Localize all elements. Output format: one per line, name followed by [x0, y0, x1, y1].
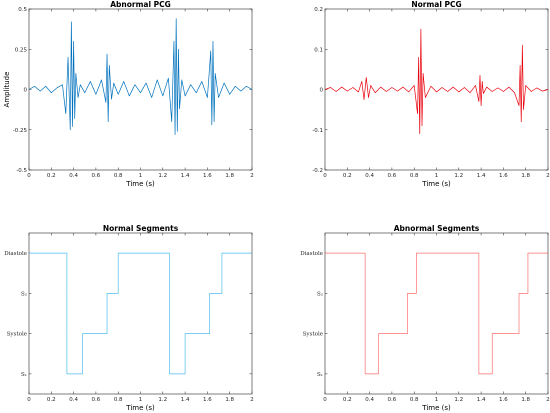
series-line-1: [29, 252, 252, 375]
x-axis-label: Time (s): [125, 404, 155, 412]
x-tick-label: 1.6: [203, 397, 212, 403]
chart-panel-3: Normal Segments 0 0.2 0.4 0.6 0.8 1 1.2 1.4 1.6 1.…: [4, 224, 254, 412]
y-tick-label: 0.2: [314, 7, 323, 13]
plot-area-frame: [28, 232, 253, 395]
x-tick-label: 0.4: [365, 397, 374, 403]
x-tick-label: 0.8: [410, 397, 419, 403]
series-line-1: [324, 28, 549, 135]
x-tick-label: 1.2: [454, 397, 463, 403]
x-tick-label: 0.2: [343, 397, 352, 403]
y-tick-label: S₂: [317, 291, 323, 297]
chart-panel-2: Normal PCG 0 0.2 0.4 0.6 0.8 1 1.2 1.4 1.6 1.8 2 Tim…: [312, 0, 549, 188]
x-tick-label: 0.4: [69, 173, 78, 179]
x-tick-label: 0.6: [388, 397, 397, 403]
x-axis-label: Time (s): [421, 404, 451, 412]
x-tick-label: 0: [27, 397, 31, 403]
series-line-1: [28, 18, 253, 135]
x-tick-label: 1.6: [499, 173, 508, 179]
y-tick-label: S₁: [317, 372, 323, 378]
y-tick-label: -0.5: [16, 168, 27, 174]
chart-panel-4: Abnormal Segments 0 0.2 0.4 0.6 0.8 1 1.2 1.4 1.6…: [300, 224, 550, 412]
x-tick-label: 1.2: [158, 397, 167, 403]
x-tick-label: 1.8: [521, 397, 530, 403]
x-tick-label: 1.4: [181, 397, 190, 403]
x-tick-label: 2: [546, 173, 550, 179]
y-tick-label: 0: [320, 88, 324, 94]
y-tick-label: 0.25: [15, 47, 28, 53]
y-tick-label: Diastole: [300, 251, 323, 257]
x-tick-label: 1.4: [477, 173, 486, 179]
x-tick-label: 0.4: [365, 173, 374, 179]
y-tick-label: S₂: [21, 291, 27, 297]
x-tick-label: 2: [250, 173, 254, 179]
x-tick-label: 1.6: [203, 173, 212, 179]
y-tick-label: 0.5: [18, 7, 27, 13]
x-tick-label: 0: [323, 397, 327, 403]
chart-title: Abnormal PCG: [110, 0, 171, 9]
y-tick-label: 0.1: [314, 47, 323, 53]
x-tick-label: 0: [323, 173, 327, 179]
x-tick-label: 0.6: [92, 397, 101, 403]
plot-area-frame: [324, 232, 549, 395]
chart-panel-1: Abnormal PCG 0 0.2 0.4 0.6 0.8 1 1.2 1.4 1.6 1.8 2 T…: [3, 0, 254, 188]
x-tick-label: 1: [435, 173, 439, 179]
series-line-1: [325, 252, 548, 375]
x-tick-label: 0.4: [69, 397, 78, 403]
x-tick-label: 1: [435, 397, 439, 403]
chart-title: Abnormal Segments: [394, 224, 480, 233]
x-tick-label: 0: [27, 173, 31, 179]
chart-title: Normal Segments: [103, 224, 179, 233]
x-tick-label: 0.8: [114, 173, 123, 179]
y-tick-label: S₁: [21, 372, 27, 378]
x-tick-label: 1.6: [499, 397, 508, 403]
plot-area-frame: [324, 8, 549, 171]
x-tick-label: 2: [546, 397, 550, 403]
x-tick-label: 0.6: [92, 173, 101, 179]
x-tick-label: 1.8: [225, 397, 234, 403]
plot-area-frame: [28, 8, 253, 171]
x-tick-label: 1.4: [181, 173, 190, 179]
y-tick-label: -0.1: [312, 128, 323, 134]
chart-title: Normal PCG: [411, 0, 461, 9]
y-tick-label: Systole: [303, 332, 323, 338]
x-tick-label: 2: [250, 397, 254, 403]
x-tick-label: 1.2: [158, 173, 167, 179]
x-tick-label: 1.2: [454, 173, 463, 179]
y-axis-label: Amplitude: [3, 72, 11, 108]
x-tick-label: 1.8: [225, 173, 234, 179]
x-axis-label: Time (s): [125, 180, 155, 188]
y-tick-label: -0.25: [13, 128, 28, 134]
x-tick-label: 1.8: [521, 173, 530, 179]
y-tick-label: 0: [24, 88, 28, 94]
x-tick-label: 1: [139, 173, 143, 179]
y-tick-label: Diastole: [4, 251, 27, 257]
x-tick-label: 0.2: [343, 173, 352, 179]
x-tick-label: 1: [139, 397, 143, 403]
x-tick-label: 0.2: [47, 397, 56, 403]
x-tick-label: 1.4: [477, 397, 486, 403]
x-axis-label: Time (s): [421, 180, 451, 188]
x-tick-label: 0.8: [114, 397, 123, 403]
x-tick-label: 0.8: [410, 173, 419, 179]
y-tick-label: -0.2: [312, 168, 323, 174]
x-tick-label: 0.6: [388, 173, 397, 179]
y-tick-label: Systole: [7, 332, 27, 338]
x-tick-label: 0.2: [47, 173, 56, 179]
